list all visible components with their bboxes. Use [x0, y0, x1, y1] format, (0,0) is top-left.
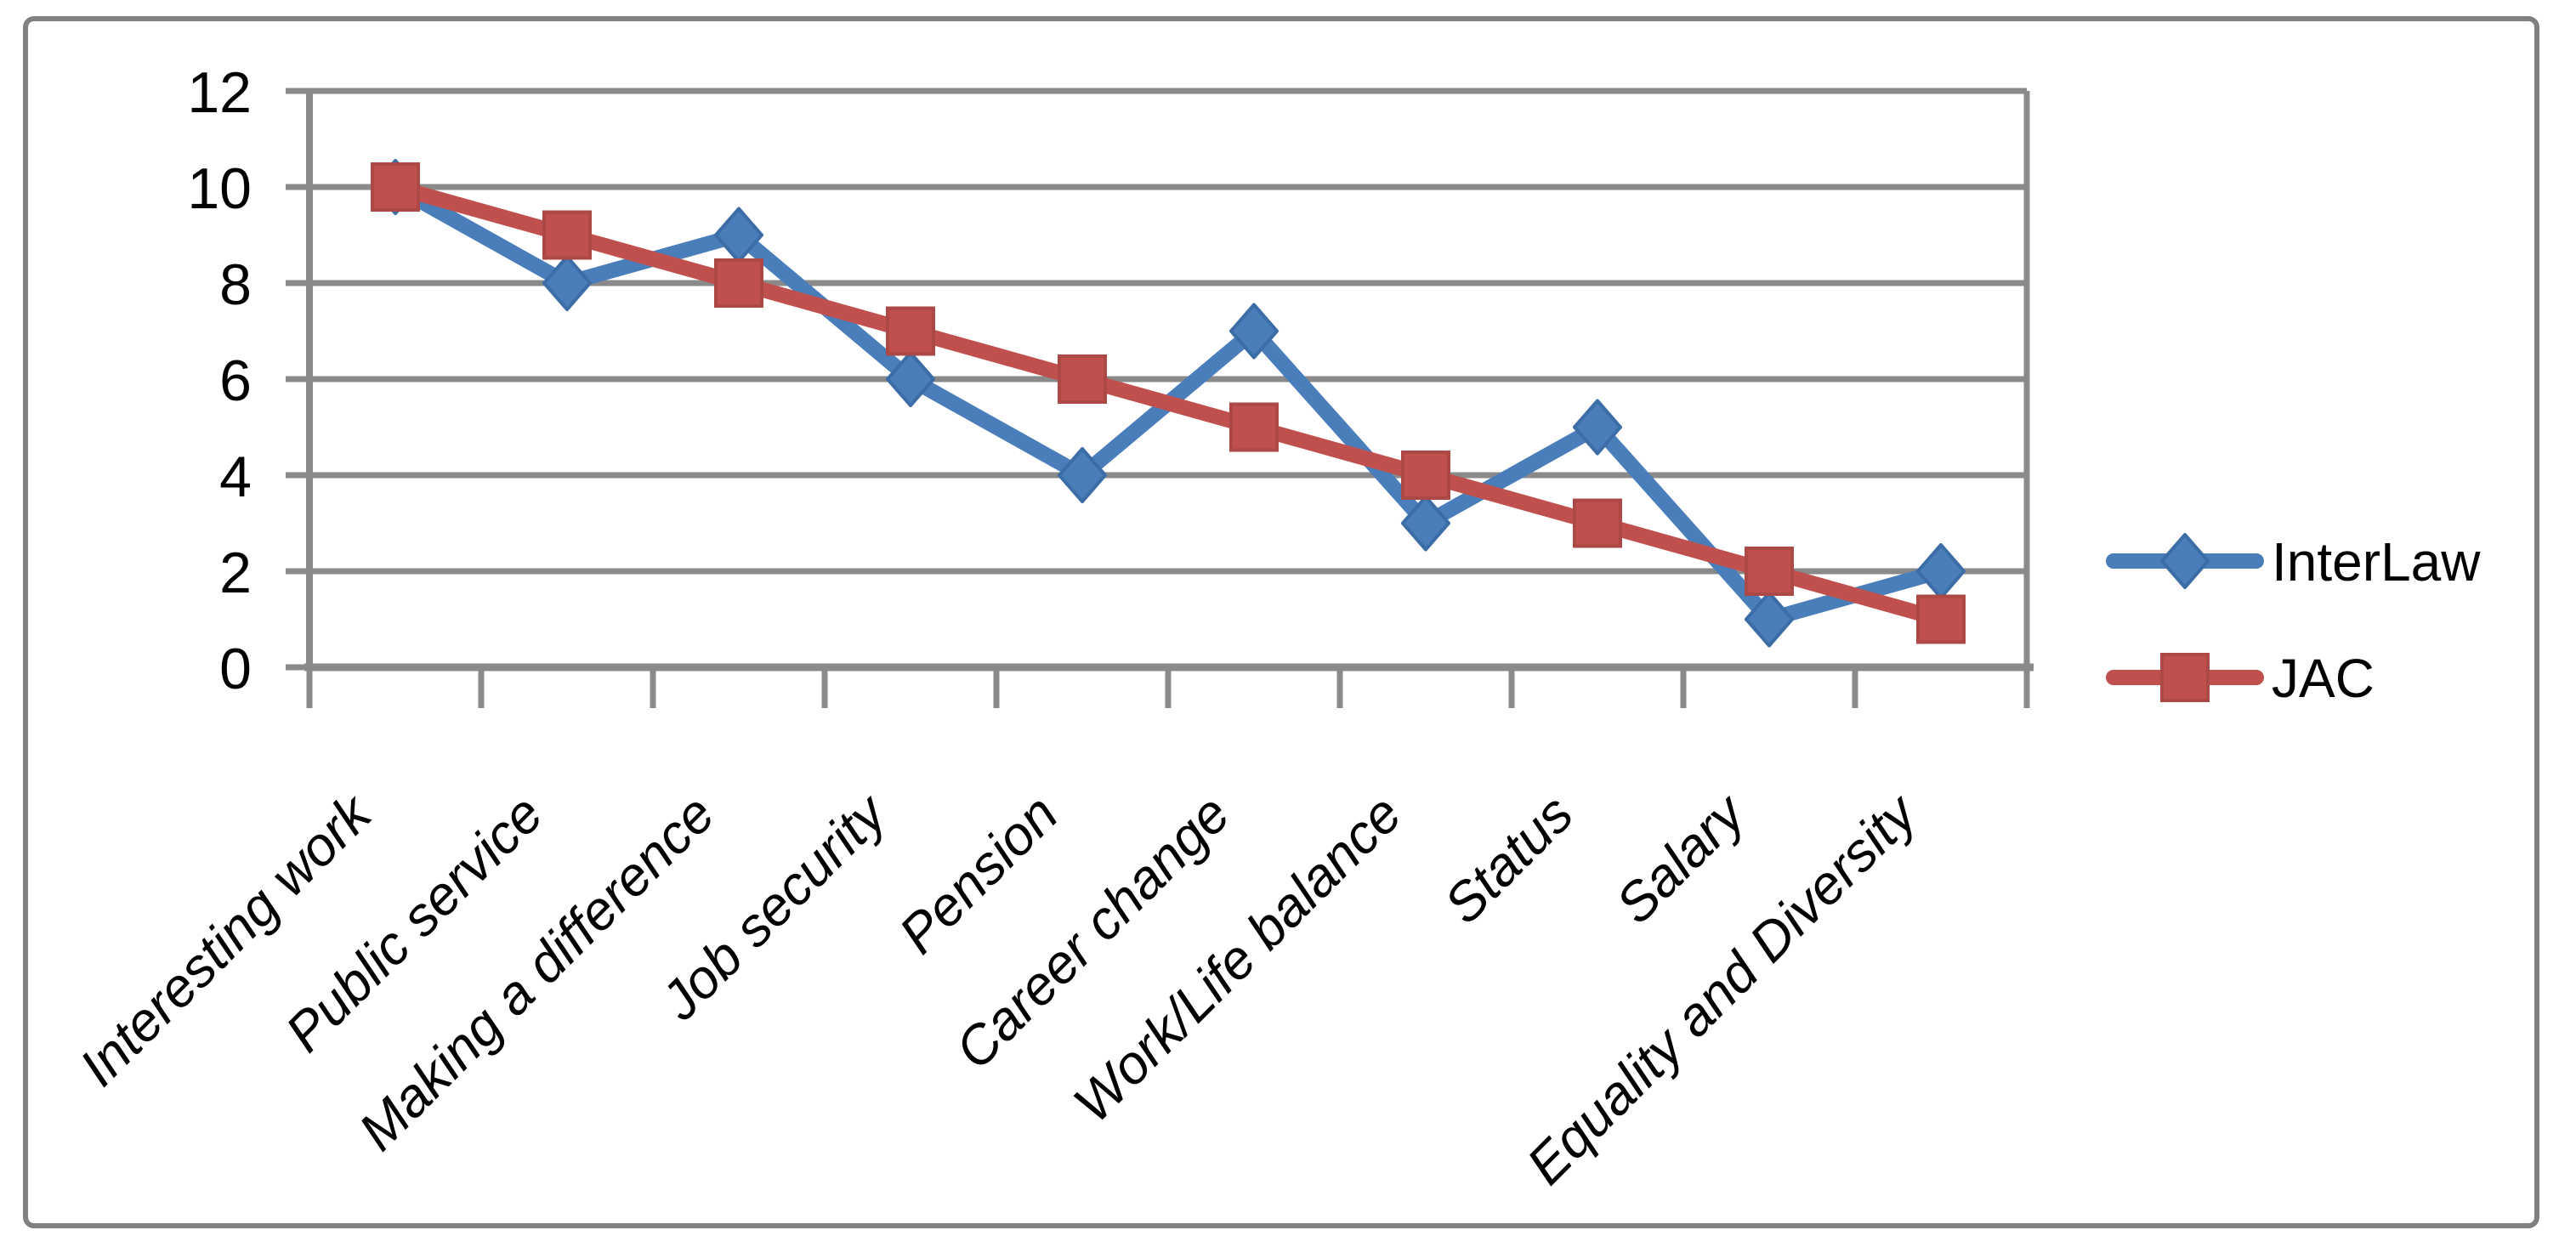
y-axis-tick-label: 10: [187, 156, 252, 221]
y-axis-tick-label: 8: [219, 252, 252, 317]
data-point-jac-8: [1745, 547, 1794, 596]
y-axis-labels: 0 2 4 6 8 10 12: [187, 60, 252, 701]
y-axis-tick-label: 12: [187, 60, 252, 125]
data-point-interlaw-1: [542, 255, 592, 311]
x-axis-label: Status: [1433, 783, 1585, 935]
data-point-jac-4: [1058, 354, 1107, 404]
y-axis-tick-label: 4: [219, 445, 252, 509]
data-point-jac-5: [1229, 402, 1279, 452]
chart-border: [23, 16, 2539, 1228]
legend-item-jac: JAC: [2106, 648, 2375, 709]
data-point-interlaw-3: [886, 351, 935, 407]
series-lines: [371, 159, 1966, 648]
y-axis-tick-label: 2: [219, 541, 252, 605]
data-point-interlaw-8: [1745, 591, 1794, 648]
data-point-jac-0: [371, 162, 420, 212]
y-axis-tick-label: 0: [219, 637, 252, 701]
x-axis-label: Interesting work: [68, 781, 384, 1097]
y-axis-tick-label: 6: [219, 349, 252, 413]
x-axis-label: Work/Life balance: [1062, 783, 1413, 1134]
legend-marker-square-icon: [2160, 653, 2210, 702]
data-point-interlaw-7: [1573, 399, 1622, 456]
legend-marker-diamond-icon: [2160, 533, 2210, 589]
data-point-interlaw-6: [1401, 495, 1450, 552]
legend-label: JAC: [2272, 648, 2375, 709]
data-point-jac-6: [1401, 451, 1450, 500]
data-point-jac-9: [1916, 594, 1966, 644]
data-point-jac-1: [542, 210, 592, 260]
data-point-interlaw-5: [1229, 303, 1279, 360]
data-point-jac-3: [886, 306, 935, 356]
gridlines: [309, 88, 2027, 575]
axes: [286, 88, 2034, 708]
series-line-jac: [388, 179, 1949, 627]
series-jac: [371, 162, 1966, 644]
data-point-jac-2: [714, 258, 763, 308]
legend: InterLaw JAC: [2106, 531, 2481, 709]
legend-item-interlaw: InterLaw: [2106, 531, 2481, 592]
chart-outer-border: [23, 16, 2539, 1228]
data-point-jac-7: [1573, 498, 1622, 548]
x-axis-label: Salary: [1604, 780, 1759, 935]
legend-label: InterLaw: [2272, 531, 2481, 592]
data-point-interlaw-9: [1916, 543, 1966, 599]
data-point-interlaw-4: [1058, 447, 1107, 503]
